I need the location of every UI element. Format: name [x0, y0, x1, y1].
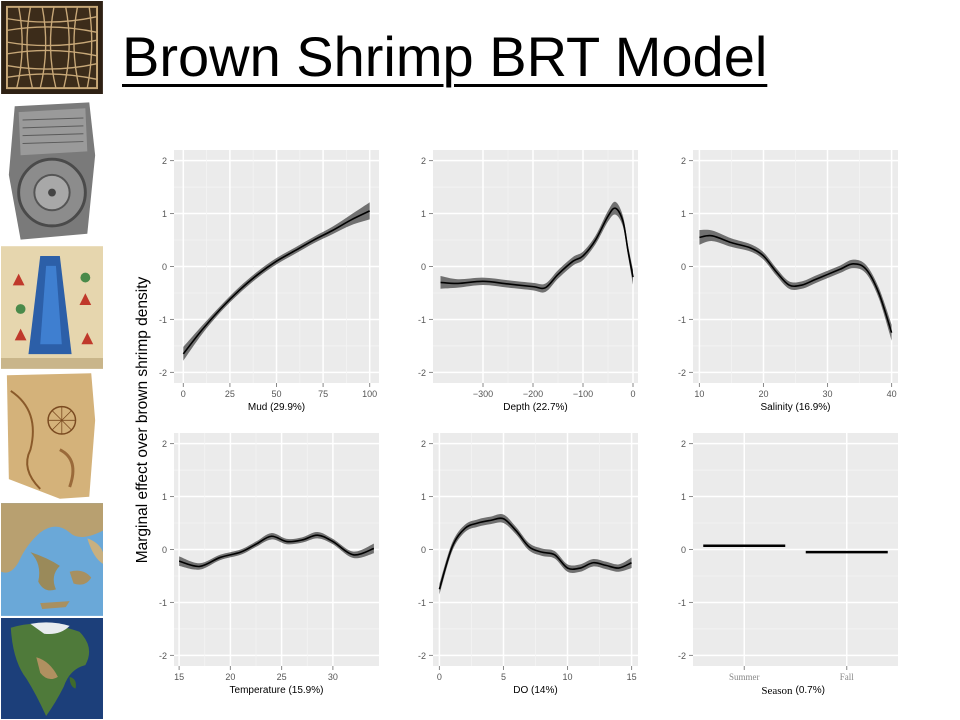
thumbnail-strip — [0, 0, 106, 720]
chart-panel-6: -2 -1 0 1 2 Summer Fall Season (0.7%) — [678, 433, 898, 697]
y-tick-label: 0 — [421, 262, 426, 272]
y-tick-label: 2 — [162, 156, 167, 166]
y-tick-label: 0 — [681, 262, 686, 272]
effect-line — [440, 207, 634, 290]
slide-title: Brown Shrimp BRT Model — [122, 25, 768, 88]
y-tick-label: -2 — [678, 368, 686, 378]
medieval-map-thumbnail — [0, 245, 104, 370]
x-axis-title: Mud (29.9%) — [248, 402, 305, 413]
y-tick-label: 2 — [421, 156, 426, 166]
y-tick-label: 1 — [681, 492, 686, 502]
x-axis-title-season: Season — [761, 685, 793, 697]
chart-panel-4: -2 -1 0 1 2 15 20 25 30 Temperature (15.9%) — [159, 433, 379, 696]
y-tick-label: 1 — [421, 492, 426, 502]
x-tick-label: 25 — [225, 389, 235, 399]
x-tick-label: 25 — [277, 672, 287, 682]
x-tick-label: −100 — [573, 389, 593, 399]
y-tick-label: 1 — [681, 209, 686, 219]
x-tick-label: 20 — [225, 672, 235, 682]
y-tick-label: -2 — [159, 651, 167, 661]
x-tick-label: 0 — [181, 389, 186, 399]
x-axis-title: DO (14%) — [513, 685, 557, 696]
y-tick-label: 1 — [162, 209, 167, 219]
x-axis-title: Temperature (15.9%) — [230, 685, 324, 696]
y-tick-label: 2 — [421, 439, 426, 449]
x-axis-title: Depth (22.7%) — [503, 402, 567, 413]
y-tick-label: 0 — [162, 545, 167, 555]
chart-panel-2: -2 -1 0 1 2 −300 −200 −100 0 Depth (22.7%) — [418, 150, 638, 413]
effect-line — [178, 534, 375, 568]
x-tick-label: Summer — [729, 672, 760, 682]
y-tick-label: -1 — [418, 315, 426, 325]
y-tick-label: -2 — [418, 368, 426, 378]
x-axis-title: Salinity (16.9%) — [760, 402, 830, 413]
x-tick-label: 5 — [501, 672, 506, 682]
confidence-band — [699, 229, 892, 341]
babylonian-tablet-thumbnail — [0, 95, 104, 245]
effect-line — [438, 517, 632, 590]
chart-panel-5: -2 -1 0 1 2 0 5 10 15 DO (14%) — [418, 433, 638, 696]
y-tick-label: -1 — [678, 598, 686, 608]
effect-line — [182, 210, 371, 355]
y-tick-label: 1 — [421, 209, 426, 219]
y-tick-label: -1 — [418, 598, 426, 608]
north-america-satellite-thumbnail — [0, 617, 104, 720]
x-tick-label: 0 — [437, 672, 442, 682]
greece-relief-map-thumbnail — [0, 502, 104, 617]
effect-line — [699, 234, 893, 333]
x-tick-label: Fall — [840, 672, 855, 682]
y-tick-label: -1 — [678, 315, 686, 325]
chart-panel-1: -2 -1 0 1 2 0 25 50 75 100 Mud (29.9%) — [159, 150, 379, 413]
y-tick-label: 2 — [681, 156, 686, 166]
y-tick-label: -2 — [678, 651, 686, 661]
y-tick-label: 2 — [162, 439, 167, 449]
x-tick-label: −200 — [523, 389, 543, 399]
y-tick-label: 1 — [162, 492, 167, 502]
grid-map-thumbnail — [0, 0, 104, 95]
y-tick-label: 0 — [421, 545, 426, 555]
y-tick-label: -2 — [159, 368, 167, 378]
x-axis-title-percent: (0.7%) — [796, 685, 825, 696]
x-tick-label: 15 — [627, 672, 637, 682]
x-tick-label: 0 — [630, 389, 635, 399]
piri-reis-map-thumbnail — [0, 370, 104, 502]
chart-panel-3: -2 -1 0 1 2 10 20 30 40 Salinity (16.9%) — [678, 150, 898, 413]
x-tick-label: 75 — [318, 389, 328, 399]
x-tick-label: 10 — [563, 672, 573, 682]
y-tick-label: -1 — [159, 315, 167, 325]
x-tick-label: 30 — [823, 389, 833, 399]
x-tick-label: 10 — [694, 389, 704, 399]
x-tick-label: 40 — [887, 389, 897, 399]
x-tick-label: 15 — [174, 672, 184, 682]
x-tick-label: 20 — [758, 389, 768, 399]
confidence-band — [183, 202, 370, 361]
y-tick-label: 0 — [162, 262, 167, 272]
y-tick-label: 2 — [681, 439, 686, 449]
y-tick-label: -2 — [418, 651, 426, 661]
x-tick-label: 100 — [362, 389, 377, 399]
x-tick-label: −300 — [473, 389, 493, 399]
x-tick-label: 30 — [328, 672, 338, 682]
y-tick-label: 0 — [681, 545, 686, 555]
y-tick-label: -1 — [159, 598, 167, 608]
x-tick-label: 50 — [271, 389, 281, 399]
